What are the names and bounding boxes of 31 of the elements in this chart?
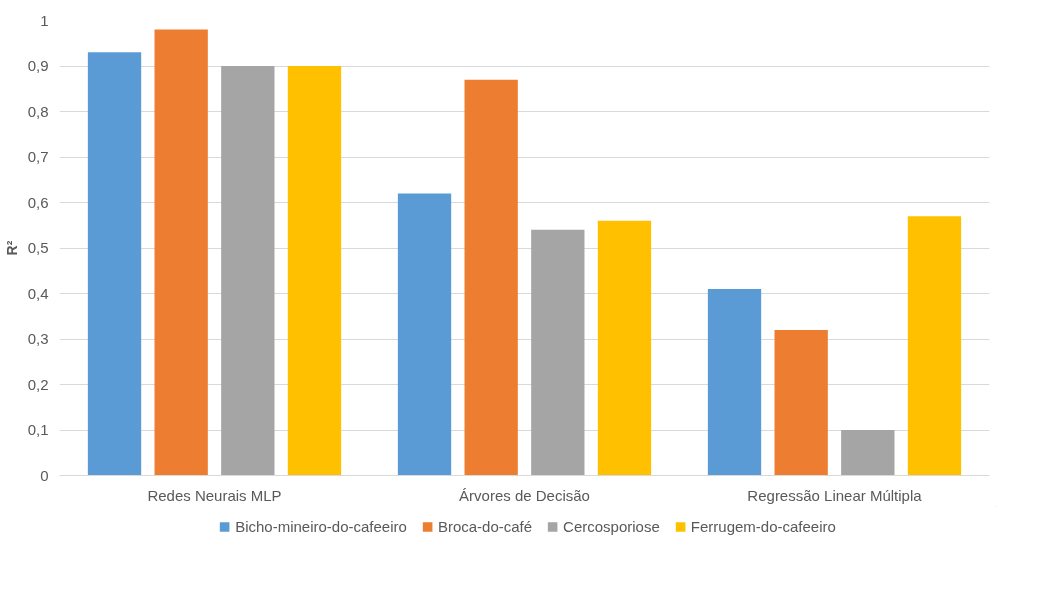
bar bbox=[774, 329, 828, 476]
x-tick-label: Redes Neurais MLP bbox=[147, 486, 282, 504]
y-tick-label: 0,3 bbox=[27, 330, 49, 347]
y-tick-label: 0,1 bbox=[27, 421, 49, 438]
y-tick-label: 0 bbox=[40, 466, 49, 484]
y-tick-label: 0,2 bbox=[27, 375, 49, 393]
y-tick-label: 0,6 bbox=[27, 193, 49, 211]
y-tick-label: 0,7 bbox=[27, 148, 49, 165]
bar bbox=[531, 229, 585, 476]
bar bbox=[707, 288, 762, 476]
bar bbox=[464, 79, 518, 476]
x-tick-label: Árvores de Decisão bbox=[459, 486, 590, 504]
bar bbox=[597, 220, 652, 476]
legend-label: Broca-do-café bbox=[437, 517, 533, 535]
legend-label: Cercosporiose bbox=[563, 517, 660, 535]
x-tick-label: Regressão Linear Múltipla bbox=[747, 486, 923, 504]
bar bbox=[907, 216, 962, 476]
y-tick-label: 0,8 bbox=[27, 102, 49, 120]
bar bbox=[221, 66, 275, 476]
bar bbox=[87, 52, 142, 476]
legend-label: Ferrugem-do-cafeeiro bbox=[690, 517, 836, 535]
bar bbox=[287, 66, 342, 476]
y-tick-label: 1 bbox=[40, 11, 49, 29]
bar bbox=[397, 193, 452, 476]
y-tick-label: 0,4 bbox=[27, 284, 49, 302]
bar bbox=[841, 430, 895, 476]
y-tick-label: 0,5 bbox=[27, 239, 49, 256]
y-axis-title: R² bbox=[3, 240, 20, 256]
legend-label: Bicho-mineiro-do-cafeeiro bbox=[235, 517, 407, 535]
bar bbox=[154, 29, 208, 476]
y-tick-label: 0,9 bbox=[27, 57, 49, 74]
